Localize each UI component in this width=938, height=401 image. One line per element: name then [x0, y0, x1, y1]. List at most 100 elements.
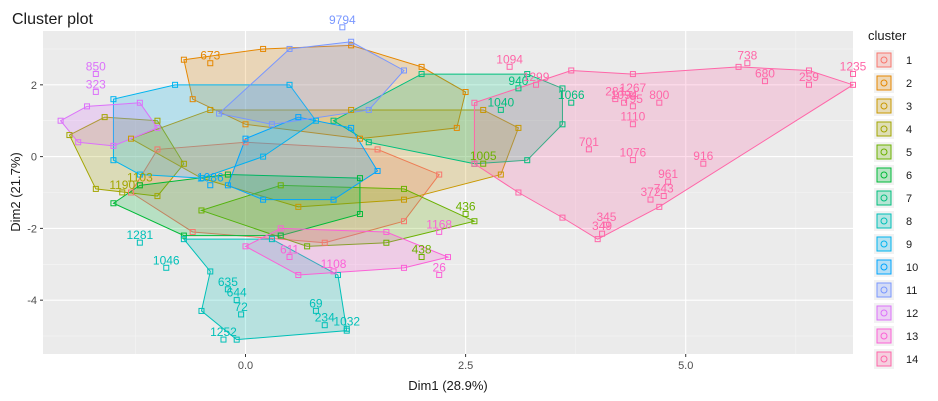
data-point [224, 286, 231, 293]
data-point [128, 189, 135, 196]
legend-label-2: 2 [906, 78, 912, 90]
data-point [110, 96, 117, 103]
data-point [400, 67, 407, 74]
data-point [189, 96, 196, 103]
data-point [163, 264, 170, 271]
data-point [242, 243, 249, 250]
legend-key-4 [874, 119, 894, 139]
legend-marker-14 [880, 355, 888, 363]
data-point [436, 171, 443, 178]
data-point [559, 85, 566, 92]
data-point [471, 218, 478, 225]
data-point [418, 254, 425, 261]
data-point [436, 271, 443, 278]
point-label: 1076 [620, 146, 647, 160]
point-label: 281 [605, 85, 625, 99]
data-point [224, 171, 231, 178]
data-point [260, 45, 267, 52]
cluster-hull-13 [244, 227, 450, 276]
legend-label-10: 10 [906, 262, 918, 274]
data-point [400, 196, 407, 203]
cluster-hull-10 [227, 116, 379, 201]
data-point [224, 182, 231, 189]
point-label: 850 [86, 59, 106, 73]
legend-key-10 [874, 257, 894, 277]
legend-swatch-5 [876, 144, 892, 160]
legend-swatch-8 [876, 213, 892, 229]
y-tick-label: -4 [27, 295, 37, 307]
data-point [445, 254, 451, 261]
data-point [805, 81, 812, 88]
data-points [57, 24, 856, 343]
legend-swatch-11 [876, 282, 892, 298]
data-point [418, 63, 425, 70]
data-point [84, 103, 91, 110]
data-point [629, 157, 636, 164]
legend-label-11: 11 [906, 285, 917, 297]
legend-marker-11 [880, 286, 888, 294]
data-point [348, 106, 355, 113]
y-tick-label: 0 [31, 152, 37, 164]
data-point [761, 78, 768, 85]
data-point [330, 268, 337, 275]
data-point [559, 214, 566, 221]
data-point [260, 196, 267, 203]
data-point [154, 146, 161, 153]
data-point [260, 153, 267, 160]
data-point [629, 71, 636, 78]
cluster-hull-8 [182, 238, 348, 341]
cluster-hull-6 [112, 174, 361, 237]
point-label: 1032 [333, 314, 360, 328]
data-point [515, 85, 522, 92]
cluster-hull-14 [473, 66, 855, 240]
data-point [189, 228, 196, 235]
data-point [66, 132, 73, 139]
legend-marker-12 [880, 309, 888, 317]
data-point [524, 157, 531, 164]
data-point [462, 210, 469, 217]
legend-label-14: 14 [906, 354, 918, 366]
data-point [436, 228, 443, 235]
point-label: 644 [227, 286, 247, 300]
data-point [471, 160, 478, 167]
data-point [286, 45, 293, 52]
data-point [242, 139, 249, 146]
legend-title: cluster [868, 28, 907, 43]
point-label: 438 [412, 243, 432, 257]
point-label: 1046 [153, 253, 180, 267]
point-label: 1267 [620, 81, 647, 95]
legend-swatch-6 [876, 167, 892, 183]
legend-marker-7 [880, 194, 888, 202]
point-label: 1299 [523, 70, 550, 84]
legend-swatch-12 [876, 305, 892, 321]
data-point [321, 239, 328, 246]
cluster-hull-7 [332, 73, 563, 165]
data-point [119, 189, 126, 196]
data-point [110, 157, 117, 164]
data-point [101, 114, 108, 121]
legend-swatch-1 [876, 52, 892, 68]
data-point [321, 322, 328, 329]
point-label: 738 [737, 49, 757, 63]
data-point [295, 203, 302, 210]
legend-key-12 [874, 303, 894, 323]
data-point [383, 228, 390, 235]
legend-swatch-9 [876, 236, 892, 252]
data-point [57, 117, 64, 124]
point-label: 349 [592, 219, 612, 233]
legend-label-5: 5 [906, 147, 912, 159]
x-axis: 0.0 2.5 5.0 [238, 354, 693, 372]
data-point [277, 225, 284, 232]
data-point [286, 81, 293, 88]
point-label: 701 [579, 135, 599, 149]
data-point [136, 171, 143, 178]
data-point [277, 182, 284, 189]
data-point [660, 193, 667, 199]
legend-label-12: 12 [906, 308, 918, 320]
legend-key-11 [874, 280, 894, 300]
data-point [599, 230, 606, 237]
legend-label-6: 6 [906, 170, 912, 182]
x-axis-title: Dim1 (28.9%) [408, 378, 487, 393]
x-tick-label: 5.0 [678, 360, 693, 372]
point-label: 1103 [127, 171, 153, 185]
